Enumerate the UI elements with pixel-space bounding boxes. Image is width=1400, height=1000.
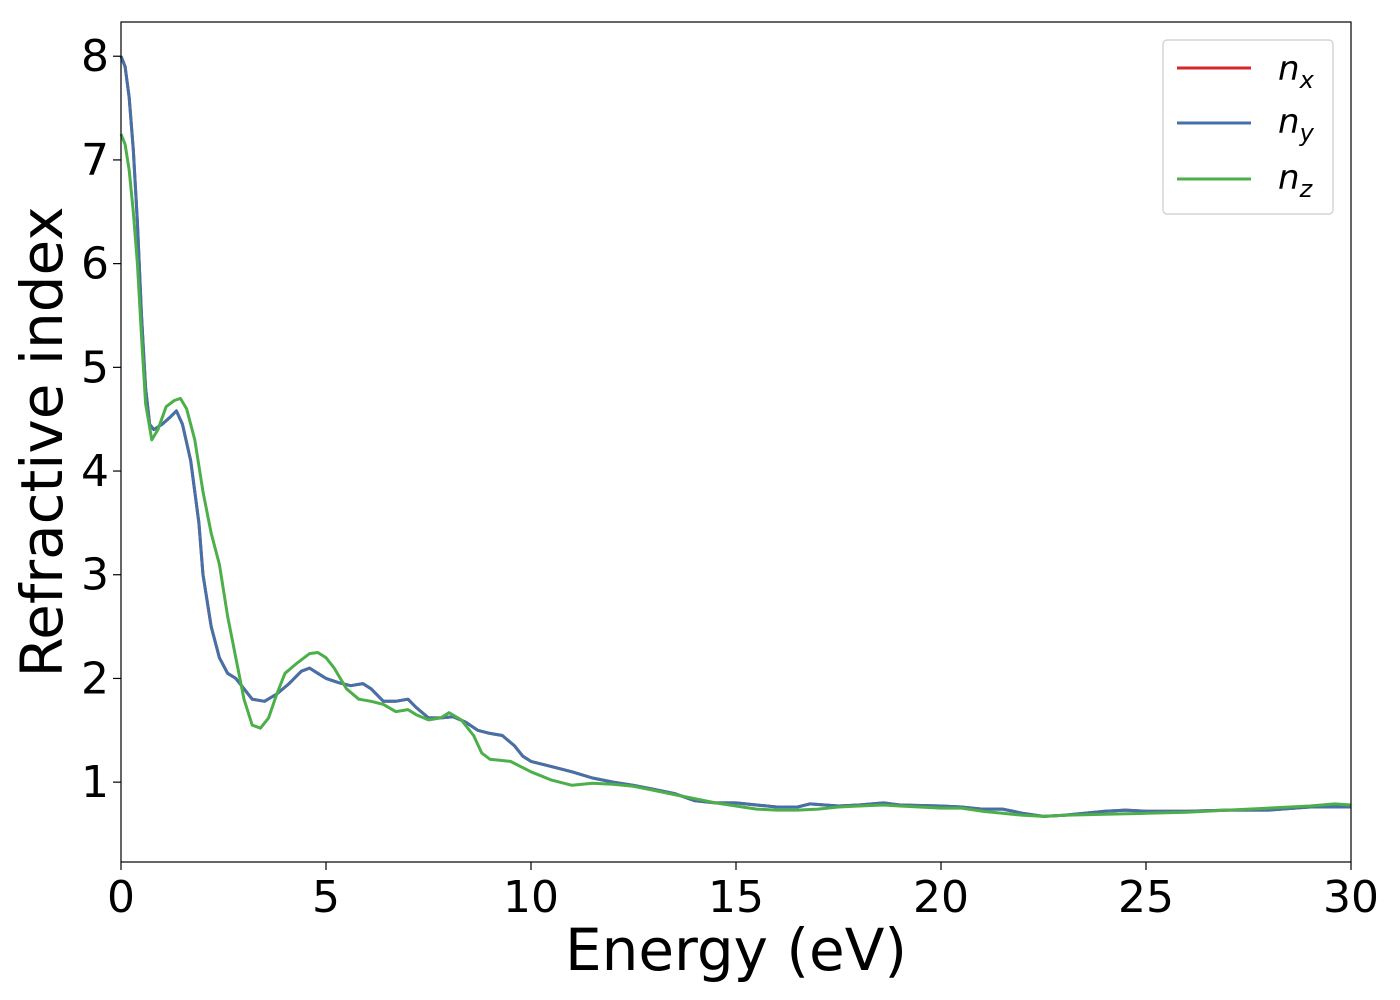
y-axis-ticks: 1 2 3 4 5 6 7 8 — [81, 31, 121, 808]
x-axis-ticks: 0 5 10 15 20 25 30 — [107, 862, 1379, 923]
y-tick-label: 5 — [81, 342, 109, 393]
y-tick-label: 6 — [81, 239, 109, 290]
x-tick-label: 10 — [503, 872, 559, 923]
legend-label-nx: nx — [1278, 49, 1315, 94]
x-tick-label: 0 — [107, 872, 135, 923]
y-tick-label: 7 — [81, 135, 109, 186]
x-tick-label: 25 — [1118, 872, 1174, 923]
x-tick-label: 20 — [913, 872, 969, 923]
y-tick-label: 2 — [81, 653, 109, 704]
x-tick-label: 30 — [1323, 872, 1379, 923]
x-tick-label: 5 — [312, 872, 340, 923]
plot-background — [121, 22, 1351, 862]
y-tick-label: 3 — [81, 550, 109, 601]
x-axis-label: Energy (eV) — [565, 916, 907, 984]
y-tick-label: 8 — [81, 31, 109, 82]
legend: nx ny nz — [1162, 39, 1334, 215]
x-tick-label: 15 — [708, 872, 764, 923]
legend-box — [1162, 39, 1334, 215]
y-tick-label: 4 — [81, 446, 109, 497]
series-line-ny — [119, 55, 1351, 818]
legend-label-nz: nz — [1278, 158, 1314, 203]
y-tick-label: 1 — [81, 757, 109, 808]
series-layer — [119, 55, 1352, 818]
y-axis-label: Refractive index — [8, 206, 76, 677]
series-line-nz — [119, 133, 1352, 818]
legend-label-ny: ny — [1278, 102, 1315, 147]
